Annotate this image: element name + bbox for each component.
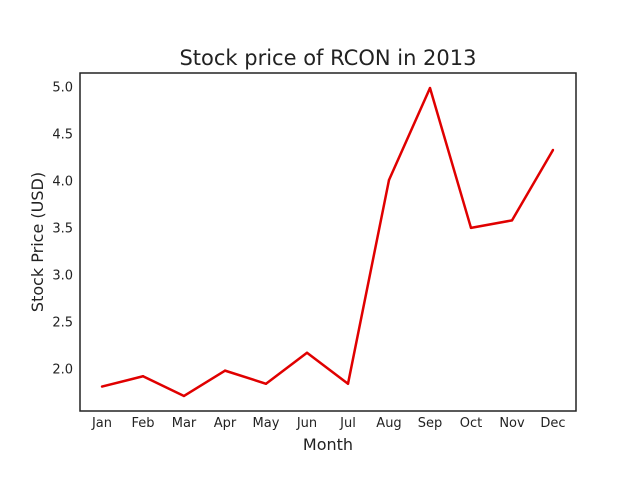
data-point-aug <box>387 178 391 182</box>
x-tick-label: Feb <box>131 416 154 431</box>
x-tick-label: Jan <box>91 416 112 431</box>
data-point-jul <box>346 382 350 385</box>
x-tick-label: Jul <box>339 416 356 431</box>
y-tick-label: 3.0 <box>52 268 73 283</box>
x-axis-label: Month <box>303 435 353 454</box>
data-point-dec <box>551 148 555 152</box>
x-tick-label: Jun <box>296 416 317 431</box>
y-tick-label: 2.5 <box>52 315 73 330</box>
data-point-jan <box>100 385 104 388</box>
data-point-apr <box>223 369 227 372</box>
data-point-mar <box>182 394 186 398</box>
data-point-jun <box>305 351 309 354</box>
data-point-oct <box>469 226 473 230</box>
chart-title: Stock price of RCON in 2013 <box>179 46 476 70</box>
x-tick-label: Dec <box>540 416 565 431</box>
y-axis-ticks: 2.0 2.5 3.0 3.5 4.0 4.5 5.0 <box>52 81 73 378</box>
y-tick-label: 3.5 <box>52 221 73 236</box>
x-tick-label: Aug <box>376 416 401 431</box>
x-tick-label: Mar <box>172 416 197 431</box>
x-tick-label: May <box>253 416 280 431</box>
y-tick-label: 5.0 <box>52 81 73 96</box>
series-line <box>101 86 555 398</box>
plot-frame <box>79 72 577 412</box>
data-point-nov <box>510 219 514 222</box>
x-tick-label: Apr <box>214 416 237 431</box>
x-tick-label: Sep <box>418 416 443 431</box>
x-tick-label: Nov <box>499 416 525 431</box>
data-point-feb <box>141 375 145 378</box>
data-points <box>100 86 555 398</box>
data-point-may <box>264 382 268 385</box>
y-tick-label: 2.0 <box>52 362 73 377</box>
x-axis-ticks: Jan Feb Mar Apr May Jun Jul Aug Sep Oct Nov Dec <box>91 416 566 431</box>
y-tick-label: 4.0 <box>52 174 73 189</box>
y-axis-label: Stock Price (USD) <box>28 172 47 312</box>
data-point-sep <box>428 86 432 90</box>
y-tick-label: 4.5 <box>52 128 73 143</box>
x-tick-label: Oct <box>460 416 482 431</box>
